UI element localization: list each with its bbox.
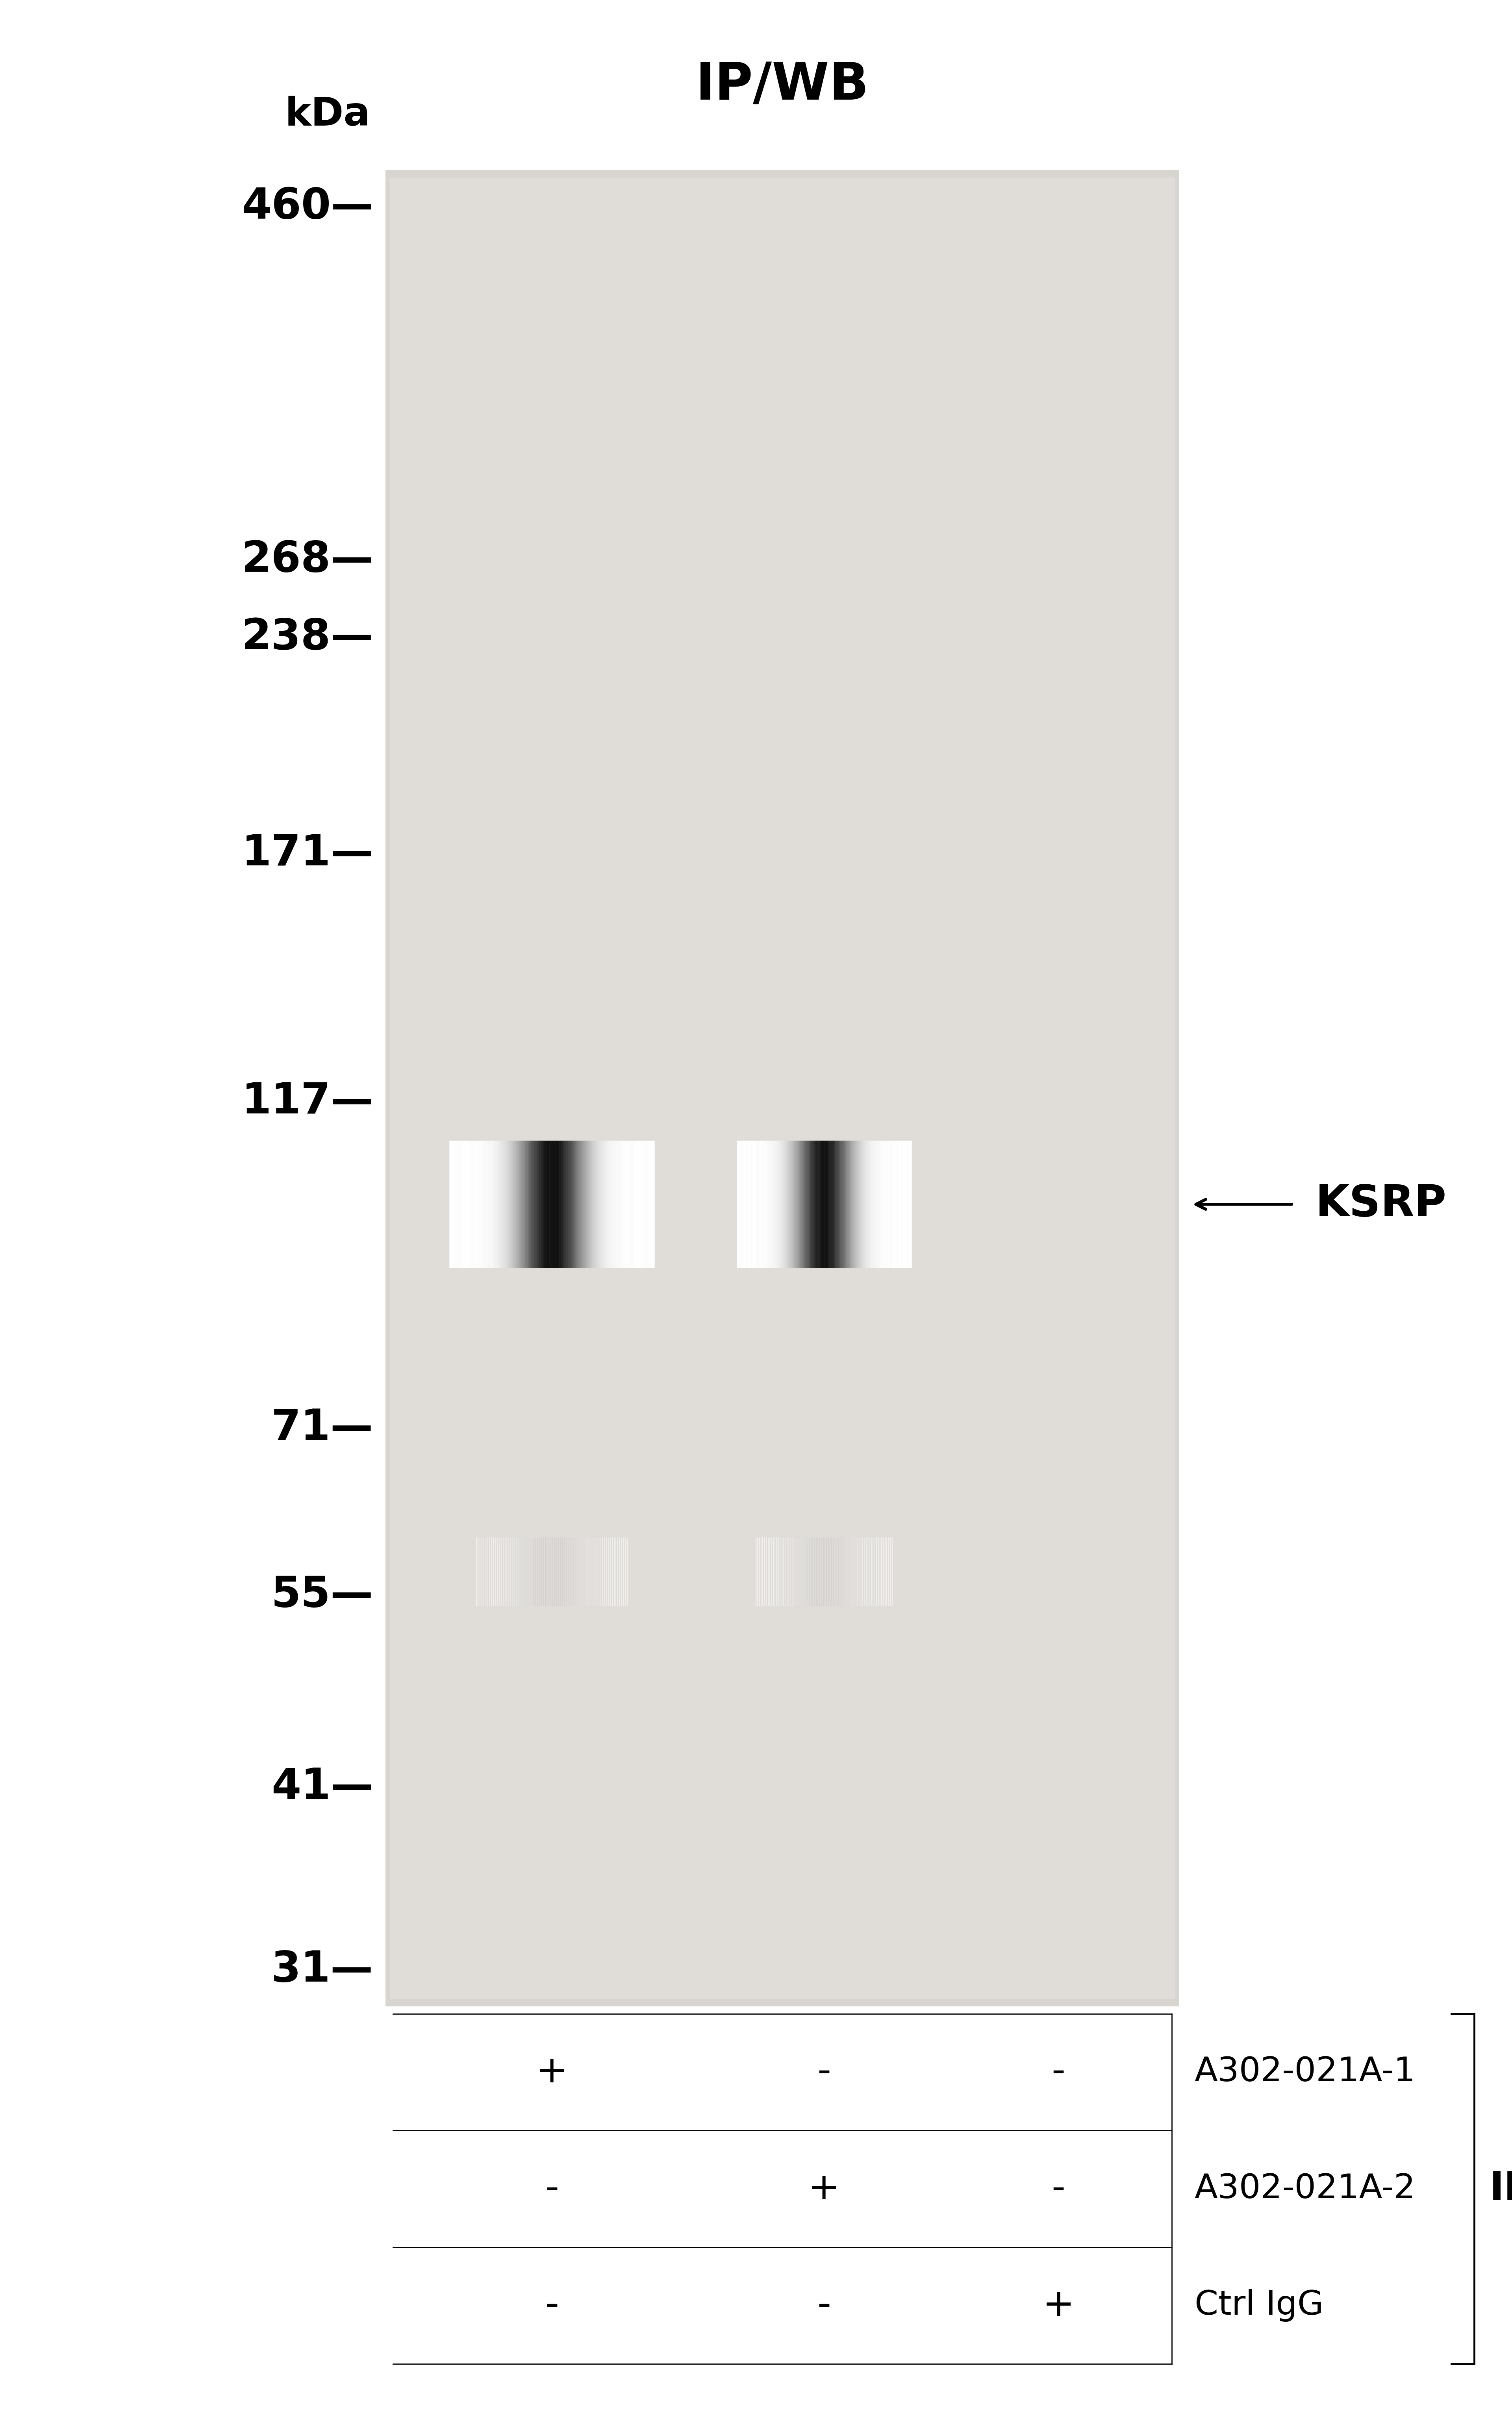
Text: +: + bbox=[1042, 2286, 1075, 2325]
Text: Ctrl IgG: Ctrl IgG bbox=[1194, 2289, 1323, 2323]
Text: 55—: 55— bbox=[271, 1574, 373, 1615]
Text: 238—: 238— bbox=[242, 618, 373, 659]
Text: A302-021A-2: A302-021A-2 bbox=[1194, 2172, 1415, 2206]
Bar bbox=[386, 170, 1179, 2006]
Text: IP/WB: IP/WB bbox=[696, 61, 869, 109]
Text: -: - bbox=[544, 2286, 559, 2325]
Text: KSRP: KSRP bbox=[1315, 1184, 1447, 1226]
Text: +: + bbox=[807, 2169, 841, 2208]
Text: A302-021A-1: A302-021A-1 bbox=[1194, 2055, 1415, 2089]
Text: 171—: 171— bbox=[242, 832, 373, 876]
Text: IP: IP bbox=[1489, 2169, 1512, 2208]
Text: -: - bbox=[1051, 2169, 1066, 2208]
Text: 71—: 71— bbox=[271, 1408, 373, 1449]
Text: 31—: 31— bbox=[271, 1948, 373, 1992]
Text: -: - bbox=[816, 2286, 832, 2325]
Text: +: + bbox=[535, 2053, 569, 2092]
Text: 268—: 268— bbox=[242, 540, 373, 581]
Text: 117—: 117— bbox=[242, 1080, 373, 1124]
Text: 41—: 41— bbox=[271, 1766, 373, 1807]
Bar bbox=[390, 178, 1175, 1999]
Text: -: - bbox=[1051, 2053, 1066, 2092]
Text: 460—: 460— bbox=[242, 185, 373, 229]
Text: -: - bbox=[544, 2169, 559, 2208]
Text: -: - bbox=[816, 2053, 832, 2092]
Text: kDa: kDa bbox=[284, 95, 370, 134]
